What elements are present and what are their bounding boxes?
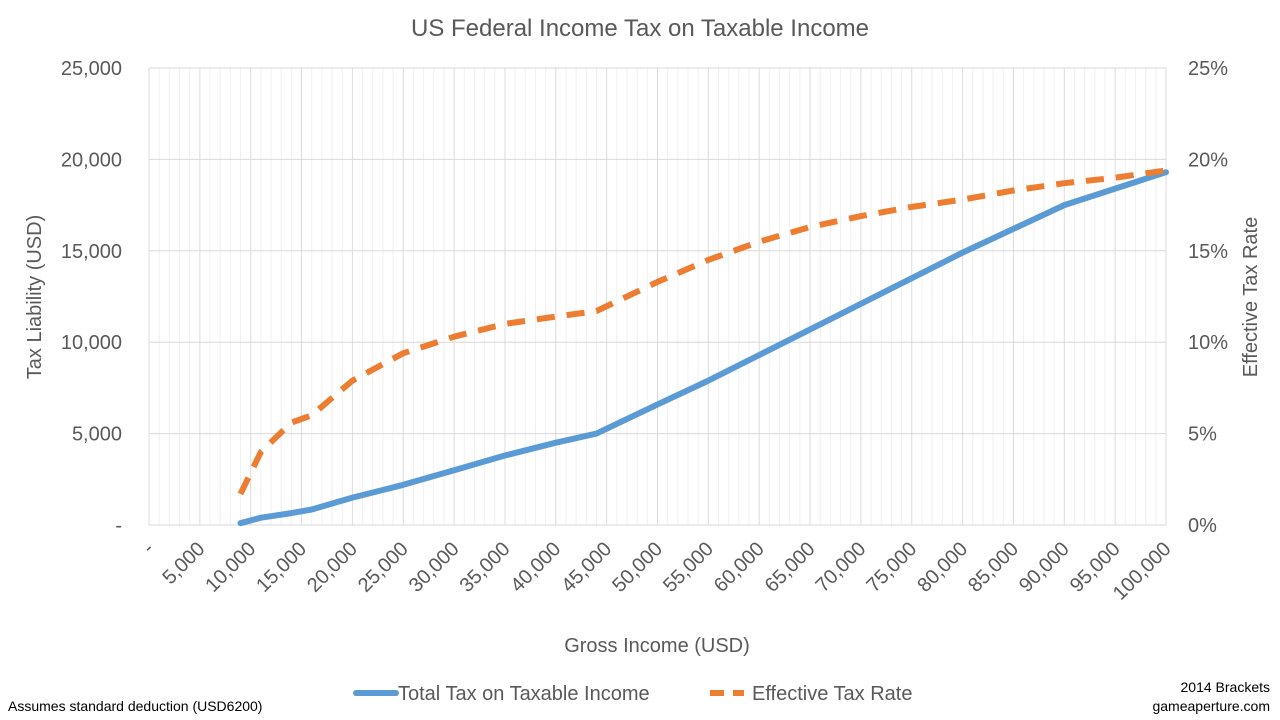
- y-axis-title: Tax Liability (USD): [24, 215, 46, 379]
- x-tick-label: -: [138, 538, 158, 558]
- x-tick-label: 80,000: [913, 538, 972, 597]
- x-tick-label: 60,000: [710, 538, 769, 597]
- footer-note-left: Assumes standard deduction (USD6200): [8, 698, 262, 714]
- x-tick-label: 45,000: [557, 538, 616, 597]
- y-tick-label: -: [115, 515, 122, 537]
- y2-tick-label: 25%: [1188, 58, 1228, 80]
- x-axis-ticks: -5,00010,00015,00020,00025,00030,00035,0…: [138, 538, 1175, 605]
- y2-axis-ticks: 0% 5% 10% 15% 20% 25%: [1188, 58, 1228, 537]
- legend-label-effective-rate: Effective Tax Rate: [752, 683, 912, 705]
- x-tick-label: 90,000: [1015, 538, 1074, 597]
- x-tick-label: 30,000: [405, 538, 464, 597]
- x-axis-title: Gross Income (USD): [564, 635, 750, 657]
- minor-gridlines: [158, 68, 1157, 525]
- series-line-effective-rate: [237, 167, 1167, 496]
- y2-axis-title: Effective Tax Rate: [1240, 217, 1262, 377]
- x-tick-label: 15,000: [252, 538, 311, 597]
- y2-tick-label: 0%: [1188, 515, 1217, 537]
- x-tick-label: 35,000: [456, 538, 515, 597]
- legend-item-effective-rate: Effective Tax Rate: [710, 683, 912, 705]
- legend: Total Tax on Taxable Income Effective Ta…: [353, 683, 912, 705]
- x-tick-label: 75,000: [862, 538, 921, 597]
- x-tick-label: 85,000: [964, 538, 1023, 597]
- y2-tick-label: 10%: [1188, 332, 1228, 354]
- x-tick-label: 40,000: [507, 538, 566, 597]
- y2-tick-label: 15%: [1188, 241, 1228, 263]
- y-axis-ticks: - 5,000 10,000 15,000 20,000 25,000: [61, 58, 122, 537]
- footer-note-site: gameaperture.com: [1152, 698, 1270, 714]
- legend-label-total-tax: Total Tax on Taxable Income: [398, 683, 650, 705]
- y-tick-label: 25,000: [61, 58, 122, 80]
- y-tick-label: 10,000: [61, 332, 122, 354]
- y-tick-label: 20,000: [61, 149, 122, 171]
- series-layer: [237, 167, 1169, 527]
- x-tick-label: 50,000: [608, 538, 667, 597]
- series-line-total-tax: [237, 169, 1169, 527]
- y-tick-label: 5,000: [72, 424, 122, 446]
- y2-tick-label: 20%: [1188, 149, 1228, 171]
- major-gridlines: [148, 67, 1167, 526]
- legend-item-total-tax: Total Tax on Taxable Income: [353, 683, 650, 705]
- x-tick-label: 55,000: [659, 538, 718, 597]
- x-tick-label: 20,000: [303, 538, 362, 597]
- chart-title: US Federal Income Tax on Taxable Income: [411, 15, 869, 42]
- y-tick-label: 15,000: [61, 241, 122, 263]
- y2-tick-label: 5%: [1188, 424, 1217, 446]
- x-tick-label: 10,000: [201, 538, 260, 597]
- footer-note-brackets: 2014 Brackets: [1181, 679, 1271, 695]
- x-tick-label: 25,000: [354, 538, 413, 597]
- x-tick-label: 65,000: [761, 538, 820, 597]
- x-tick-label: 70,000: [812, 538, 871, 597]
